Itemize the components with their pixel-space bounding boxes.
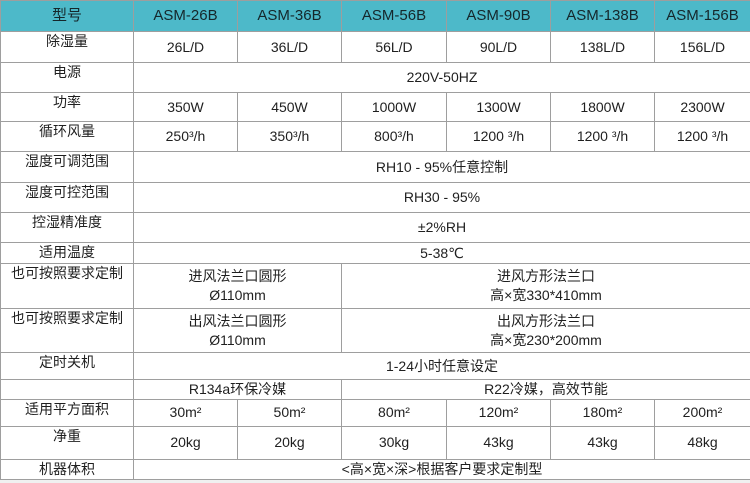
row-label: 湿度可控范围 <box>0 182 134 213</box>
area-cell: 80m² <box>341 398 447 427</box>
refrigerant-r134a-cell: R134a环保冷媒 <box>133 379 342 400</box>
row-dehumidifying-capacity: 除湿量 26L/D 36L/D 56L/D 90L/D 138L/D 156L/… <box>0 31 750 63</box>
inlet-round-flange-cell: 进风法兰口圆形 Ø110mm <box>133 263 342 309</box>
machine-size-cell: <高×宽×深>根据客户要求定制型 <box>133 458 750 480</box>
capacity-cell: 36L/D <box>237 31 342 63</box>
humidity-accuracy-cell: ±2%RH <box>133 212 750 243</box>
row-label: 适用平方面积 <box>0 398 134 427</box>
inlet-round-flange-line2: Ø110mm <box>209 287 266 303</box>
temperature-cell: 5-38℃ <box>133 242 750 264</box>
row-label: 除湿量 <box>0 31 134 63</box>
row-machine-size: 机器体积 <高×宽×深>根据客户要求定制型 <box>0 458 750 480</box>
row-label: 控湿精准度 <box>0 212 134 243</box>
row-label: 定时关机 <box>0 352 134 380</box>
power-cell: 1300W <box>446 92 551 122</box>
header-model-asm90b: ASM-90B <box>446 0 551 32</box>
capacity-cell: 138L/D <box>550 31 655 63</box>
row-net-weight: 净重 20kg 20kg 30kg 43kg 43kg 48kg <box>0 425 750 460</box>
refrigerant-r22-cell: R22冷媒，高效节能 <box>341 379 750 400</box>
air-volume-cell: 250³/h <box>133 121 238 152</box>
inlet-round-flange-line1: 进风法兰口圆形 <box>188 268 287 285</box>
row-applicable-area: 适用平方面积 30m² 50m² 80m² 120m² 180m² 200m² <box>0 398 750 427</box>
air-volume-cell: 1200 ³/h <box>550 121 655 152</box>
power-cell: 450W <box>237 92 342 122</box>
weight-cell: 48kg <box>654 425 750 460</box>
header-model-asm26b: ASM-26B <box>133 0 238 32</box>
row-label: 也可按照要求定制 <box>0 263 134 309</box>
row-custom-air-outlet: 也可按照要求定制 出风法兰口圆形 Ø110mm 出风方形法兰口 高×宽230*2… <box>0 308 750 353</box>
area-cell: 180m² <box>550 398 655 427</box>
row-air-volume: 循环风量 250³/h 350³/h 800³/h 1200 ³/h 1200 … <box>0 121 750 152</box>
power-cell: 2300W <box>654 92 750 122</box>
row-humidity-adjustable-range: 湿度可调范围 RH10 - 95%任意控制 <box>0 151 750 183</box>
header-model-asm156b: ASM-156B <box>654 0 750 32</box>
area-cell: 120m² <box>446 398 551 427</box>
inlet-square-flange-line2: 高×宽330*410mm <box>490 287 602 303</box>
capacity-cell: 156L/D <box>654 31 750 63</box>
area-cell: 50m² <box>237 398 342 427</box>
humidity-adjustable-cell: RH10 - 95%任意控制 <box>133 151 750 183</box>
air-volume-cell: 1200 ³/h <box>654 121 750 152</box>
outlet-round-flange-line2: Ø110mm <box>209 331 266 348</box>
air-volume-cell: 1200 ³/h <box>446 121 551 152</box>
inlet-square-flange-cell: 进风方形法兰口 高×宽330*410mm <box>341 263 750 309</box>
weight-cell: 43kg <box>446 425 551 460</box>
row-refrigerant: R134a环保冷媒 R22冷媒，高效节能 <box>0 379 750 400</box>
row-label: 也可按照要求定制 <box>0 308 134 353</box>
outlet-round-flange-line1: 出风法兰口圆形 <box>188 312 287 329</box>
row-timer-shutdown: 定时关机 1-24小时任意设定 <box>0 352 750 380</box>
row-power-supply: 电源 220V-50HZ <box>0 62 750 93</box>
outlet-round-flange-cell: 出风法兰口圆形 Ø110mm <box>133 308 342 353</box>
outlet-square-flange-line1: 出风方形法兰口 <box>497 312 595 329</box>
weight-cell: 43kg <box>550 425 655 460</box>
row-label: 适用温度 <box>0 242 134 264</box>
row-label: 功率 <box>0 92 134 122</box>
air-volume-cell: 350³/h <box>237 121 342 152</box>
weight-cell: 30kg <box>341 425 447 460</box>
weight-cell: 20kg <box>133 425 238 460</box>
header-row: 型号 ASM-26B ASM-36B ASM-56B ASM-90B ASM-1… <box>0 0 750 32</box>
power-cell: 350W <box>133 92 238 122</box>
row-label: 净重 <box>0 425 134 460</box>
area-cell: 30m² <box>133 398 238 427</box>
outlet-square-flange-cell: 出风方形法兰口 高×宽230*200mm <box>341 308 750 353</box>
row-humidity-accuracy: 控湿精准度 ±2%RH <box>0 212 750 243</box>
outlet-square-flange-line2: 高×宽230*200mm <box>490 331 602 348</box>
timer-cell: 1-24小时任意设定 <box>133 352 750 380</box>
header-model-label: 型号 <box>0 0 134 32</box>
capacity-cell: 56L/D <box>341 31 447 63</box>
power-cell: 1800W <box>550 92 655 122</box>
area-cell: 200m² <box>654 398 750 427</box>
capacity-cell: 90L/D <box>446 31 551 63</box>
row-label: 湿度可调范围 <box>0 151 134 183</box>
row-label: 循环风量 <box>0 121 134 152</box>
inlet-square-flange-line1: 进风方形法兰口 <box>497 268 595 285</box>
row-label-empty <box>0 379 134 400</box>
row-applicable-temperature: 适用温度 5-38℃ <box>0 242 750 264</box>
power-supply-cell: 220V-50HZ <box>133 62 750 93</box>
power-cell: 1000W <box>341 92 447 122</box>
row-label: 电源 <box>0 62 134 93</box>
row-custom-air-inlet: 也可按照要求定制 进风法兰口圆形 Ø110mm 进风方形法兰口 高×宽330*4… <box>0 263 750 309</box>
header-model-asm36b: ASM-36B <box>237 0 342 32</box>
air-volume-cell: 800³/h <box>341 121 447 152</box>
row-humidity-controllable-range: 湿度可控范围 RH30 - 95% <box>0 182 750 213</box>
capacity-cell: 26L/D <box>133 31 238 63</box>
header-model-asm56b: ASM-56B <box>341 0 447 32</box>
header-model-asm138b: ASM-138B <box>550 0 655 32</box>
row-power: 功率 350W 450W 1000W 1300W 1800W 2300W <box>0 92 750 122</box>
humidity-controllable-cell: RH30 - 95% <box>133 182 750 213</box>
row-label: 机器体积 <box>0 458 134 480</box>
weight-cell: 20kg <box>237 425 342 460</box>
